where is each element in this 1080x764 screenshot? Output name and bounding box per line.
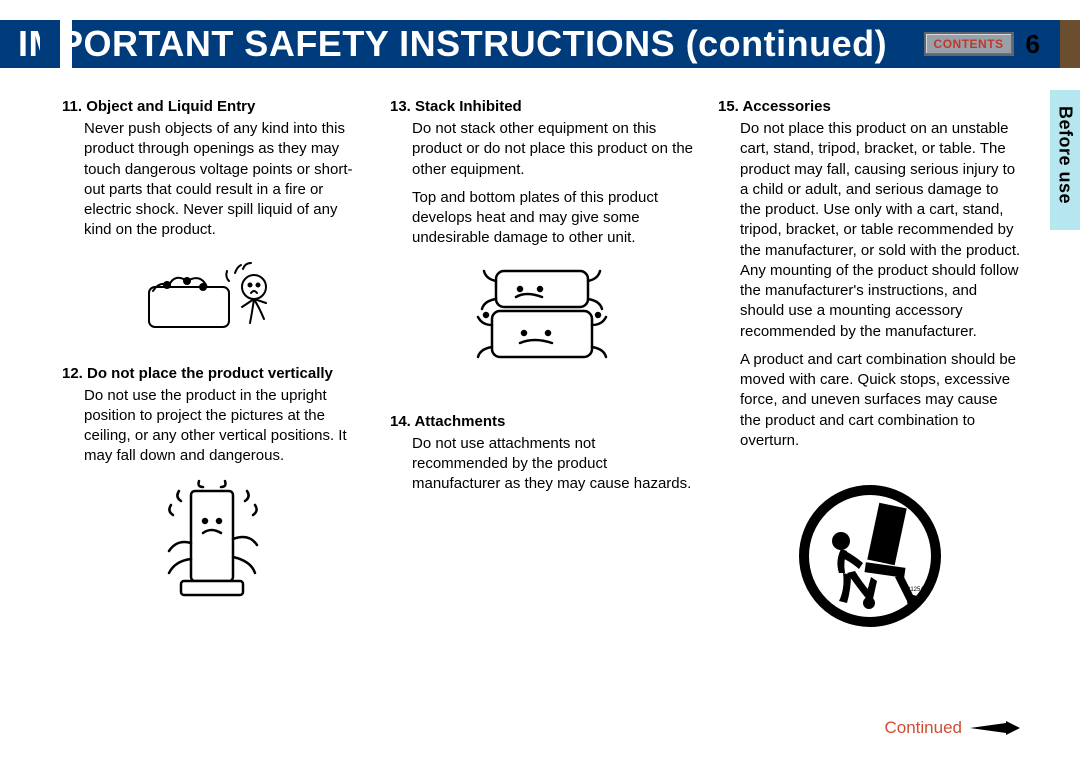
item-13-body-1: Do not stack other equipment on this pro…	[412, 119, 694, 180]
cart-warning-code: S3125A	[903, 587, 924, 593]
item-15: 15. Accessories Do not place this produc…	[718, 98, 1022, 631]
item-13: 13. Stack Inhibited Do not stack other e…	[390, 98, 694, 375]
item-11-body: Never push objects of any kind into this…	[62, 119, 366, 241]
vertical-product-icon	[129, 473, 299, 613]
page-root: IMPORTANT SAFETY INSTRUCTIONS (continued…	[0, 0, 1080, 764]
no-tipping-cart-icon: S3125A	[795, 481, 945, 631]
item-15-title: 15. Accessories	[718, 98, 1022, 115]
item-13-body-2: Top and bottom plates of this product de…	[412, 188, 694, 249]
liquid-entry-icon	[129, 247, 299, 347]
item-12-title: 12. Do not place the product vertically	[62, 365, 366, 382]
header-stripe-gap	[60, 20, 72, 68]
page-number: 6	[1026, 29, 1040, 60]
contents-button[interactable]: CONTENTS	[924, 32, 1014, 56]
header-left-stripe	[40, 20, 60, 68]
item-11: 11. Object and Liquid Entry Never push o…	[62, 98, 366, 347]
header-band: IMPORTANT SAFETY INSTRUCTIONS (continued…	[0, 20, 1080, 68]
item-14-title: 14. Attachments	[390, 413, 694, 430]
illustration-cart-warning: S3125A	[718, 481, 1022, 631]
item-13-title: 13. Stack Inhibited	[390, 98, 694, 115]
header-right-group: CONTENTS 6	[924, 20, 1040, 68]
item-13-body: Do not stack other equipment on this pro…	[390, 119, 694, 249]
content-area: 11. Object and Liquid Entry Never push o…	[62, 98, 1022, 631]
side-tab-label: Before use	[1055, 106, 1076, 204]
item-12-body: Do not use the product in the upright po…	[62, 386, 366, 467]
item-15-body-2: A product and cart combination should be…	[740, 350, 1022, 451]
item-14: 14. Attachments Do not use attachments n…	[390, 413, 694, 495]
continued-label: Continued	[884, 718, 962, 738]
column-3: 15. Accessories Do not place this produc…	[718, 98, 1022, 631]
item-11-title: 11. Object and Liquid Entry	[62, 98, 366, 115]
continued-arrow-icon	[970, 721, 1020, 735]
continued-footer: Continued	[884, 718, 1020, 738]
stack-inhibited-icon	[462, 255, 622, 375]
item-14-body: Do not use attachments not recommended b…	[390, 434, 694, 495]
illustration-liquid-entry	[62, 247, 366, 347]
item-15-body-1: Do not place this product on an unstable…	[740, 119, 1022, 342]
page-title: IMPORTANT SAFETY INSTRUCTIONS (continued…	[18, 23, 887, 65]
column-2: 13. Stack Inhibited Do not stack other e…	[390, 98, 694, 631]
item-12: 12. Do not place the product vertically …	[62, 365, 366, 613]
item-15-body: Do not place this product on an unstable…	[718, 119, 1022, 451]
illustration-vertical	[62, 473, 366, 613]
side-tab-section: Before use	[1050, 90, 1080, 230]
illustration-stack	[390, 255, 694, 375]
side-tab-dark	[1060, 20, 1080, 68]
column-1: 11. Object and Liquid Entry Never push o…	[62, 98, 366, 631]
